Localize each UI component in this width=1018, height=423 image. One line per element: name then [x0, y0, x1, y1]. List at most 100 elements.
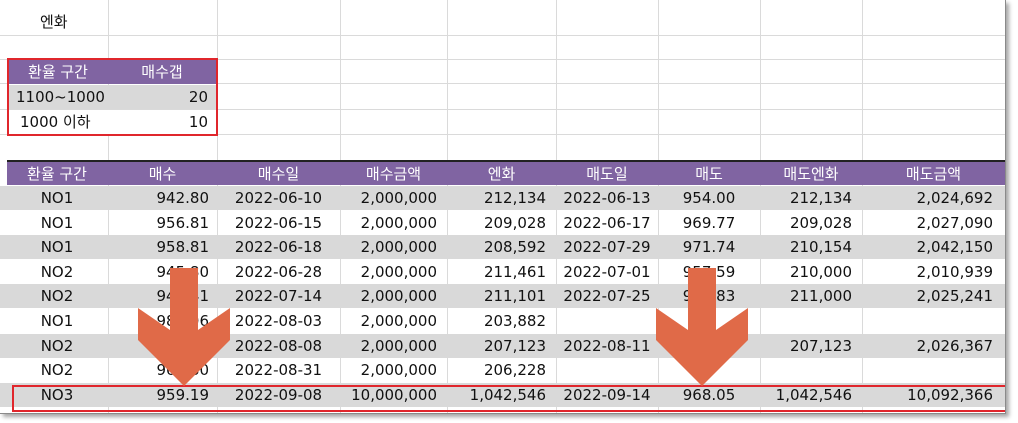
buy-date-cell[interactable]: 2022-08-08: [234, 336, 323, 355]
grid-line: [0, 134, 1005, 135]
sell-amount-cell[interactable]: [862, 358, 993, 382]
yen-cell[interactable]: 211,461: [483, 262, 546, 281]
buy-date-cell[interactable]: 2022-09-08: [234, 385, 323, 404]
table-row: NO2945.802022-06-282,000,000211,4612022-…: [0, 260, 1005, 284]
buy-amount-cell[interactable]: 2,000,000: [360, 262, 437, 281]
sell-amount-cell[interactable]: 2,027,090: [916, 213, 993, 232]
yen-cell[interactable]: 209,028: [483, 213, 546, 232]
header-buy-amount: 매수금액: [365, 165, 422, 183]
buy-date-cell[interactable]: 2022-08-31: [234, 361, 323, 380]
rate-gap-cell[interactable]: 10: [188, 113, 208, 131]
rate-range-cell[interactable]: 1000 이하: [20, 113, 91, 131]
yen-cell[interactable]: 207,123: [483, 336, 546, 355]
zone-cell[interactable]: NO1: [40, 312, 74, 330]
sell-amount-cell[interactable]: 10,092,366: [907, 385, 993, 404]
sell-amount-cell[interactable]: 2,024,692: [916, 189, 993, 207]
sell-rate-cell[interactable]: 968.05: [682, 385, 736, 404]
sell-yen-cell[interactable]: 207,123: [789, 336, 852, 355]
zone-cell[interactable]: NO1: [40, 213, 74, 232]
sell-yen-cell[interactable]: 212,134: [789, 189, 852, 207]
buy-rate-cell[interactable]: 956.81: [156, 213, 210, 232]
rate-table-header: 환율 구간 매수갭: [8, 60, 216, 84]
zone-cell[interactable]: NO2: [40, 361, 74, 380]
yen-cell[interactable]: 203,882: [483, 312, 546, 330]
sell-yen-cell[interactable]: 210,154: [789, 238, 852, 257]
rate-table-row: 1100~1000 20: [8, 85, 216, 109]
buy-amount-cell[interactable]: 2,000,000: [360, 361, 437, 380]
zone-cell[interactable]: NO3: [40, 385, 74, 404]
buy-date-cell[interactable]: 2022-06-28: [234, 262, 323, 281]
rate-header-range: 환율 구간: [28, 63, 88, 81]
rate-table-row: 1000 이하 10: [8, 110, 216, 134]
sell-date-cell[interactable]: 2022-09-14: [563, 385, 651, 404]
buy-rate-cell[interactable]: 959.19: [156, 385, 210, 404]
table-row: NO1 942.80 2022-06-10 2,000,000 212,134 2022-…: [0, 186, 1005, 210]
sell-date-cell[interactable]: 2022-06-13: [563, 189, 651, 207]
sell-yen-cell[interactable]: [760, 358, 852, 382]
down-arrow-icon: [656, 268, 748, 386]
sell-rate-cell[interactable]: 969.77: [682, 213, 736, 232]
sell-date-cell[interactable]: 2022-07-25: [563, 287, 651, 306]
zone-cell[interactable]: NO1: [40, 238, 74, 257]
table-row: NO1 958.81 2022-06-18 2,000,000 208,592 2022-…: [0, 235, 1005, 260]
table-row: NO2947.412022-07-142,000,000211,1012022-…: [0, 284, 1005, 309]
sell-yen-cell[interactable]: 1,042,546: [775, 385, 852, 404]
buy-amount-cell[interactable]: 2,000,000: [360, 336, 437, 355]
buy-amount-cell[interactable]: 10,000,000: [351, 385, 437, 404]
buy-date-cell[interactable]: 2022-06-10: [234, 189, 323, 207]
header-buy: 매수: [148, 165, 177, 183]
yen-cell[interactable]: 206,228: [483, 361, 546, 380]
yen-cell[interactable]: 211,101: [483, 287, 546, 306]
spreadsheet: 엔화 환율 구간 매수갭 1100~1000 20 1000 이하 10 환율 …: [0, 0, 1006, 414]
yen-cell[interactable]: 1,042,546: [469, 385, 546, 404]
sell-amount-cell[interactable]: [862, 309, 993, 333]
buy-amount-cell[interactable]: 2,000,000: [360, 287, 437, 306]
buy-date-cell[interactable]: 2022-08-03: [234, 312, 323, 330]
yen-cell[interactable]: 208,592: [483, 238, 546, 257]
zone-cell[interactable]: NO2: [40, 262, 74, 281]
grid-line: [0, 109, 1005, 110]
header-sell: 매도: [695, 165, 723, 183]
sell-date-cell[interactable]: 2022-08-11: [563, 336, 651, 355]
grid-line: [0, 59, 1005, 60]
zone-cell[interactable]: NO2: [40, 336, 74, 355]
buy-date-cell[interactable]: 2022-07-14: [234, 287, 323, 306]
sell-date-cell[interactable]: 2022-07-01: [563, 262, 651, 281]
yen-cell[interactable]: 212,134: [483, 189, 546, 207]
sell-amount-cell[interactable]: 2,010,939: [916, 262, 993, 281]
header-sell-date: 매도일: [586, 165, 628, 183]
down-arrow-icon: [138, 268, 230, 386]
sell-rate-cell[interactable]: 954.00: [682, 189, 736, 207]
header-yen: 엔화: [487, 165, 516, 183]
buy-rate-cell[interactable]: 958.81: [156, 238, 210, 257]
sell-rate-cell[interactable]: 971.74: [682, 238, 736, 257]
sell-yen-cell[interactable]: 209,028: [789, 213, 852, 232]
grid-line: [0, 83, 1005, 84]
sell-date-cell[interactable]: [556, 358, 658, 382]
zone-cell[interactable]: NO2: [40, 287, 74, 306]
rate-range-cell[interactable]: 1100~1000: [16, 88, 105, 106]
header-sell-yen: 매도엔화: [783, 165, 839, 183]
rate-gap-cell[interactable]: 20: [188, 88, 208, 106]
sell-date-cell[interactable]: 2022-07-29: [563, 238, 651, 257]
buy-amount-cell[interactable]: 2,000,000: [360, 213, 437, 232]
buy-date-cell[interactable]: 2022-06-18: [234, 238, 323, 257]
title-cell[interactable]: 엔화: [40, 13, 68, 31]
header-sell-amount: 매도금액: [905, 165, 962, 183]
buy-date-cell[interactable]: 2022-06-15: [234, 213, 323, 232]
sell-amount-cell[interactable]: 2,042,150: [916, 238, 993, 257]
buy-amount-cell[interactable]: 2,000,000: [360, 189, 437, 207]
sell-yen-cell[interactable]: [760, 309, 852, 333]
sell-amount-cell[interactable]: 2,026,367: [916, 336, 993, 355]
header-buy-date: 매수일: [257, 165, 300, 183]
zone-cell[interactable]: NO1: [40, 189, 74, 207]
buy-rate-cell[interactable]: 942.80: [156, 189, 210, 207]
sell-yen-cell[interactable]: 211,000: [789, 287, 852, 306]
sell-date-cell[interactable]: [556, 309, 658, 333]
sell-yen-cell[interactable]: 210,000: [789, 262, 852, 281]
sell-date-cell[interactable]: 2022-06-17: [563, 213, 651, 232]
buy-amount-cell[interactable]: 2,000,000: [360, 238, 437, 257]
rate-header-gap: 매수갭: [141, 63, 183, 81]
buy-amount-cell[interactable]: 2,000,000: [360, 312, 437, 330]
sell-amount-cell[interactable]: 2,025,241: [916, 287, 993, 306]
